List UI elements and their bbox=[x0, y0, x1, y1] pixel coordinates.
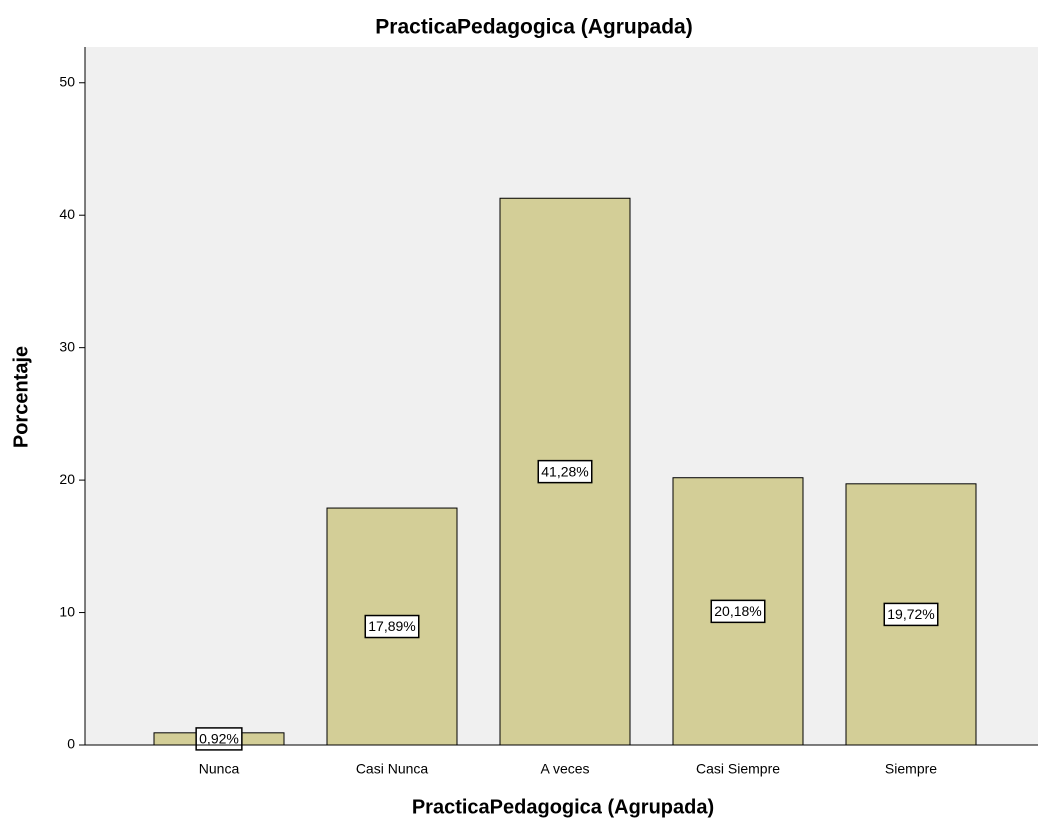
y-tick-label: 20 bbox=[59, 471, 75, 487]
value-label-box bbox=[883, 602, 939, 627]
x-tick-label: Siempre bbox=[885, 761, 937, 777]
y-tick-label: 30 bbox=[59, 338, 75, 354]
value-label: 17,89% bbox=[368, 618, 415, 634]
value-label: 0,92% bbox=[199, 731, 239, 747]
value-label-box bbox=[537, 459, 593, 484]
y-tick-label: 40 bbox=[59, 206, 75, 222]
value-label-box bbox=[710, 599, 766, 624]
y-tick-label: 50 bbox=[59, 73, 75, 89]
x-tick-label: Casi Nunca bbox=[356, 761, 429, 777]
y-tick-label: 10 bbox=[59, 603, 75, 619]
value-label-box bbox=[195, 727, 243, 751]
value-label-box bbox=[364, 614, 420, 639]
x-tick-label: A veces bbox=[540, 761, 589, 777]
y-axis-title: Porcentaje bbox=[10, 346, 32, 448]
chart-title: PracticaPedagogica (Agrupada) bbox=[375, 16, 692, 39]
x-tick-label: Casi Siempre bbox=[696, 761, 780, 777]
y-tick-label: 0 bbox=[67, 736, 75, 752]
value-label: 20,18% bbox=[714, 603, 761, 619]
value-label: 19,72% bbox=[887, 606, 934, 622]
x-axis-title: PracticaPedagogica (Agrupada) bbox=[412, 796, 714, 818]
x-tick-label: Nunca bbox=[199, 761, 240, 777]
value-label: 41,28% bbox=[541, 463, 588, 479]
